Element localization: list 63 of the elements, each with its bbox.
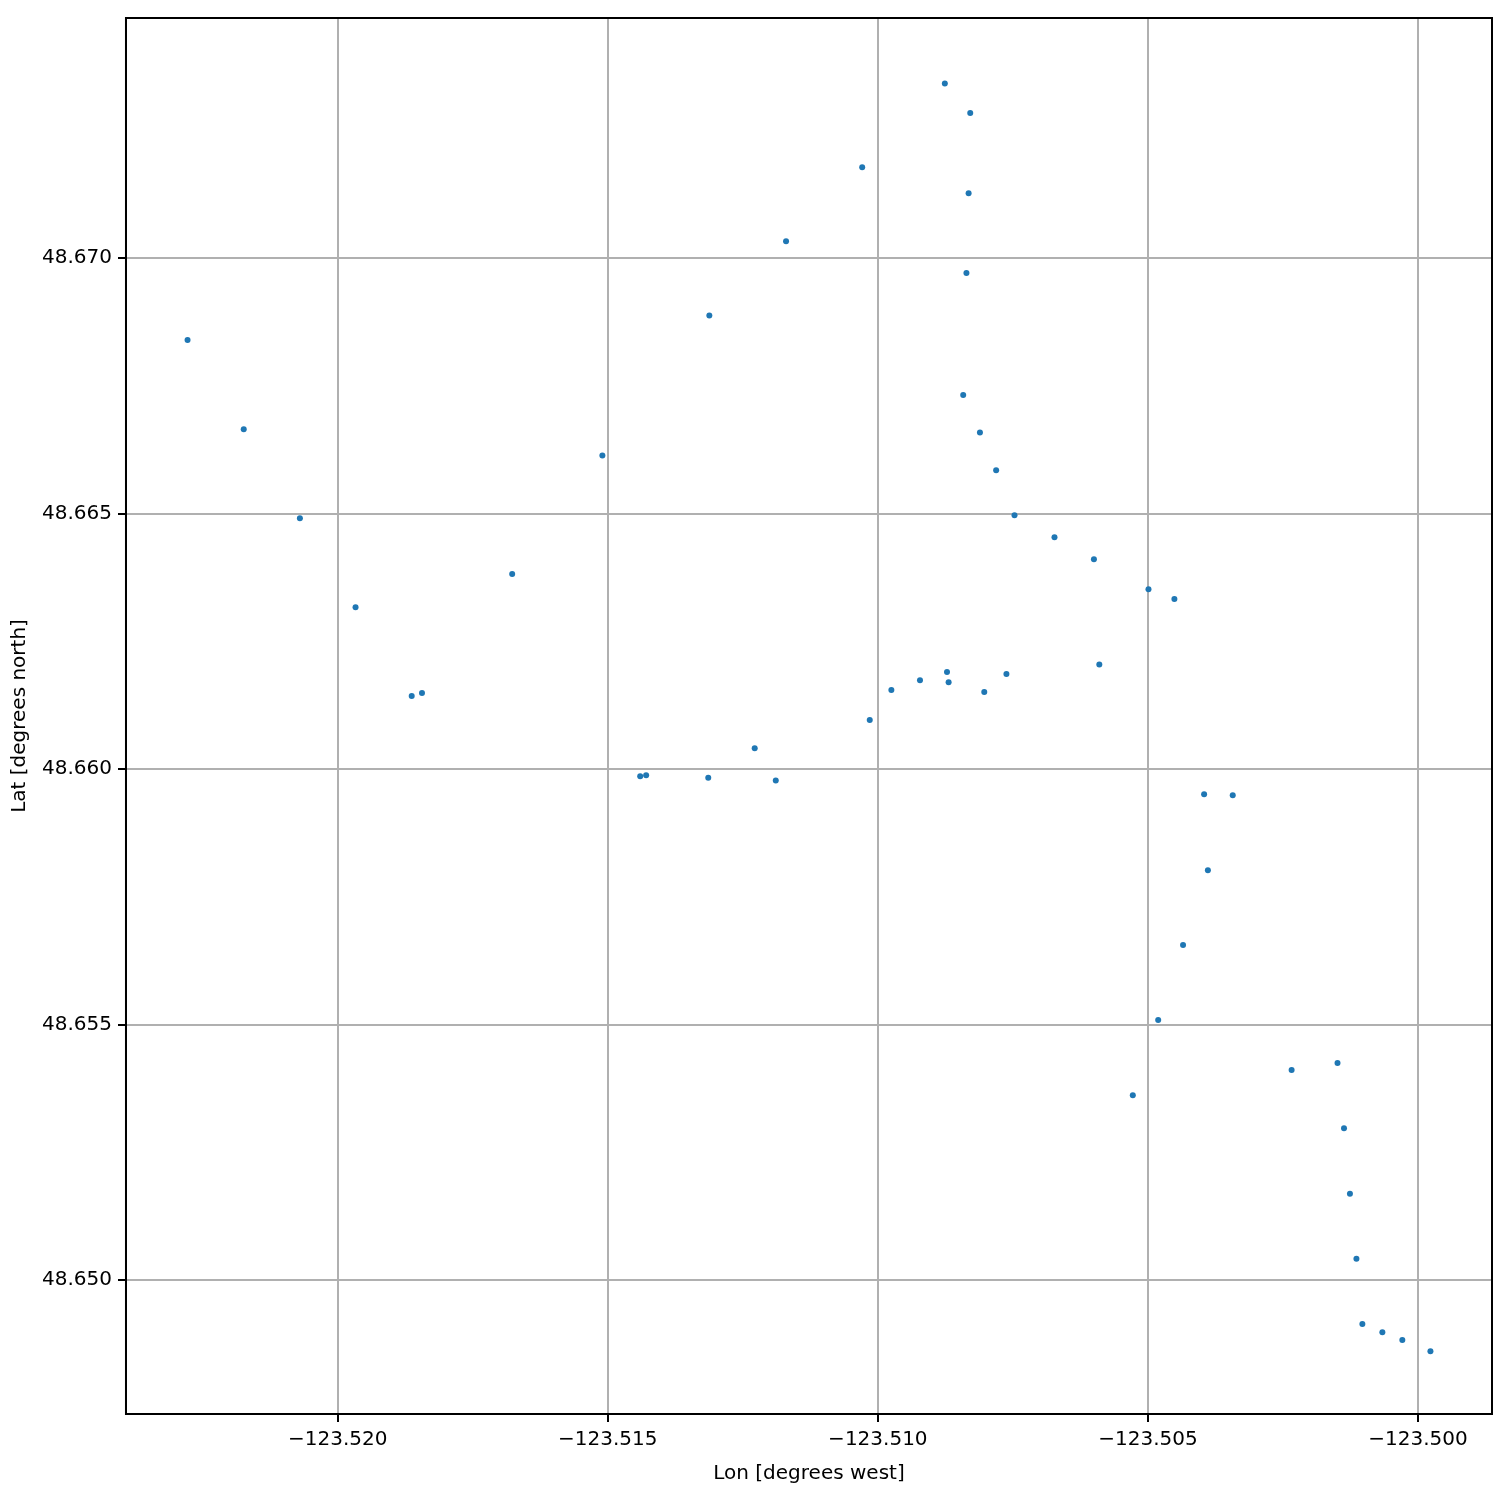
point xyxy=(1379,1329,1386,1336)
point xyxy=(772,777,779,784)
x-tick-label: −123.520 xyxy=(287,1426,388,1451)
point xyxy=(1180,941,1187,948)
y-tick-label: 48.650 xyxy=(42,1266,112,1291)
point xyxy=(1051,534,1058,541)
point xyxy=(1129,1092,1136,1099)
x-tick-label: −123.505 xyxy=(1098,1426,1198,1451)
x-tick-label: −123.515 xyxy=(558,1426,658,1451)
point xyxy=(1204,867,1211,874)
point xyxy=(888,686,895,693)
point xyxy=(643,772,650,779)
point xyxy=(866,717,873,724)
point xyxy=(1201,791,1208,798)
point xyxy=(184,336,191,343)
point xyxy=(637,773,644,780)
point xyxy=(418,690,425,697)
point xyxy=(1288,1067,1295,1074)
point xyxy=(706,312,713,319)
point xyxy=(1011,512,1018,519)
x-axis-title: Lon [degrees west] xyxy=(713,1460,905,1485)
point xyxy=(1399,1336,1406,1343)
point xyxy=(509,570,516,577)
point xyxy=(963,269,970,276)
point xyxy=(1145,586,1152,593)
point xyxy=(1346,1190,1353,1197)
y-tick-label: 48.665 xyxy=(42,499,112,524)
point xyxy=(1155,1017,1162,1024)
point xyxy=(941,80,948,87)
point xyxy=(1427,1348,1434,1355)
y-tick-label: 48.660 xyxy=(42,755,112,780)
point xyxy=(1096,661,1103,668)
point xyxy=(916,677,923,684)
point xyxy=(1171,595,1178,602)
x-tick-label: −123.510 xyxy=(828,1426,928,1451)
point xyxy=(408,693,415,700)
y-axis-title: Lat [degrees north] xyxy=(6,619,31,813)
point xyxy=(944,669,950,676)
y-tick-label: 48.655 xyxy=(42,1010,112,1035)
point xyxy=(296,515,303,522)
point xyxy=(981,688,988,695)
point xyxy=(783,238,790,245)
point xyxy=(705,774,712,781)
point xyxy=(1090,556,1097,563)
point xyxy=(1229,792,1236,799)
x-tick-label: −123.500 xyxy=(1368,1426,1468,1451)
point xyxy=(1003,671,1010,678)
point xyxy=(960,392,967,399)
point xyxy=(967,110,974,117)
point xyxy=(993,467,1000,474)
point xyxy=(1341,1125,1347,1132)
point xyxy=(945,679,952,686)
point xyxy=(352,604,359,611)
point xyxy=(751,745,758,752)
point xyxy=(240,426,247,433)
point xyxy=(599,452,606,459)
point xyxy=(976,429,983,436)
point xyxy=(1334,1059,1341,1066)
point xyxy=(859,164,866,171)
point xyxy=(965,190,972,197)
point xyxy=(1353,1255,1360,1262)
point xyxy=(1359,1321,1366,1328)
y-tick-label: 48.670 xyxy=(42,244,112,269)
